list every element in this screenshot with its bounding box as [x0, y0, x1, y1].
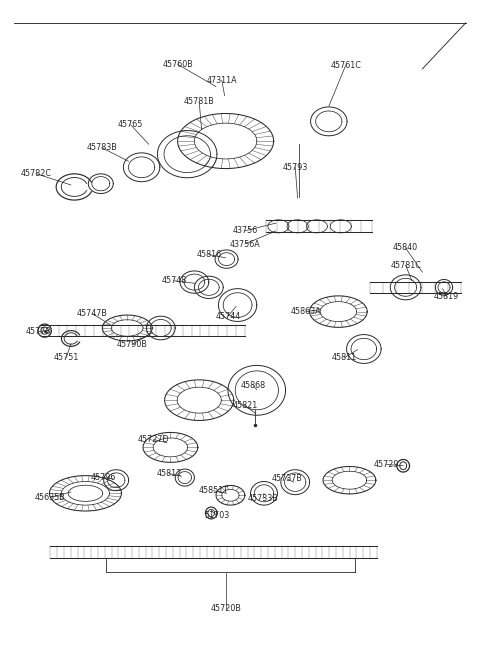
Text: 45840: 45840 — [393, 243, 418, 253]
Text: 45790B: 45790B — [117, 340, 147, 349]
Text: 45729: 45729 — [373, 460, 399, 469]
Text: 45812: 45812 — [156, 469, 181, 478]
Text: 45727D: 45727D — [138, 435, 169, 444]
Text: 45748: 45748 — [161, 276, 186, 285]
Text: 45635B: 45635B — [35, 493, 66, 502]
Text: 45796: 45796 — [91, 473, 116, 482]
Text: 45781B: 45781B — [184, 97, 215, 106]
Text: 45778: 45778 — [26, 327, 51, 337]
Text: 45811: 45811 — [332, 353, 357, 362]
Text: 45782C: 45782C — [21, 169, 52, 178]
Text: 47311A: 47311A — [206, 75, 237, 85]
Text: 45751: 45751 — [54, 353, 79, 362]
Text: 45737B: 45737B — [272, 474, 302, 483]
Text: 45744: 45744 — [216, 312, 240, 321]
Text: 51703: 51703 — [204, 511, 229, 520]
Text: 45816: 45816 — [196, 250, 221, 259]
Text: 45747B: 45747B — [77, 309, 108, 318]
Text: 43756: 43756 — [232, 226, 257, 236]
Text: 45851T: 45851T — [199, 486, 228, 495]
Text: 45819: 45819 — [434, 292, 459, 301]
Text: 45761C: 45761C — [330, 61, 361, 70]
Text: 45733B: 45733B — [248, 494, 278, 503]
Text: 45868: 45868 — [241, 381, 266, 390]
Text: 45783B: 45783B — [86, 143, 117, 152]
Text: 43756A: 43756A — [229, 239, 260, 249]
Text: 45720B: 45720B — [210, 604, 241, 613]
Text: 45821: 45821 — [232, 401, 257, 410]
Text: 45863A: 45863A — [291, 307, 322, 316]
Text: 45793: 45793 — [283, 163, 308, 172]
Text: 45760B: 45760B — [162, 60, 193, 69]
Text: 45781C: 45781C — [390, 260, 421, 270]
Text: 45765: 45765 — [118, 120, 143, 129]
